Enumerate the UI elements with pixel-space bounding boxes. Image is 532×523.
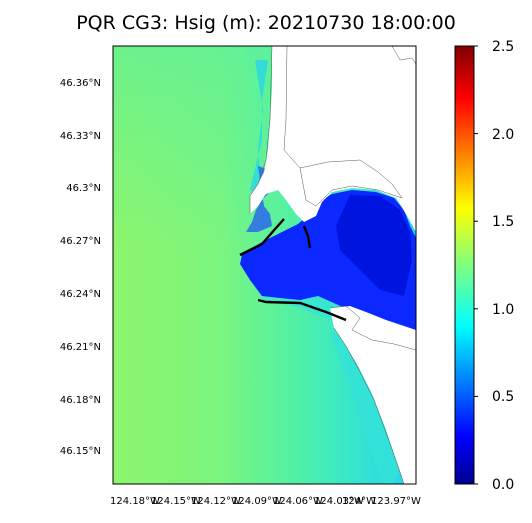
colorbar: 0.0 0.5 1.0 1.5 2.0 2.5 [454,39,514,493]
colorbar-tick-label: 0.5 [492,389,514,405]
lat-tick-label: 46.15°N [60,446,101,457]
south-peninsula-land [330,306,416,484]
lon-tick-label: 124.15°W [151,496,201,507]
estuary-deep-field [336,195,412,296]
lon-tick-label: 124.09°W [232,496,282,507]
lat-tick-label: 46.36°N [60,78,101,89]
north-inner-land [299,159,403,207]
colorbar-tick-label: 1.5 [492,214,514,230]
lat-tick-label: 46.3°N [66,183,101,194]
south-coastline [333,327,405,484]
lon-tick-label: 124.12°W [191,496,241,507]
latitude-axis: 46.36°N 46.33°N 46.3°N 46.27°N 46.24°N 4… [60,78,101,457]
colorbar-tick-label: 2.0 [492,127,514,143]
lat-tick-label: 46.33°N [60,131,101,142]
south-inner-shoreline [329,305,416,351]
lat-tick-label: 46.24°N [60,289,101,300]
colorbar-tick-label: 0.0 [492,477,514,493]
lat-tick-label: 46.27°N [60,236,101,247]
north-edge-shoreline [391,46,416,65]
north-inner-shoreline [283,46,301,169]
lon-tick-label: 123.97°W [371,496,421,507]
map-frame [112,45,417,485]
colorbar-tick-label: 1.0 [492,302,514,318]
colorbar-gradient [454,45,475,485]
south-shore-field [330,330,400,484]
lat-tick-label: 46.18°N [60,395,101,406]
colorbar-tick-label: 2.5 [492,39,514,55]
lon-tick-label: 124.06°W [273,496,323,507]
north-coastline [249,46,273,214]
lon-tick-label: 124.03°W [314,496,364,507]
map-title: PQR CG3: Hsig (m): 20210730 18:00:00 [76,12,456,34]
lon-tick-label: 124.18°W [110,496,160,507]
lat-tick-label: 46.21°N [60,342,101,353]
lon-tick-label: 124°W [342,496,376,507]
jetty-a [302,225,312,249]
north-jetty [239,218,285,257]
map-plot-area [113,46,416,484]
south-jetty [257,298,347,322]
longitude-axis: 124.18°W 124.15°W 124.12°W 124.09°W 124.… [110,496,421,507]
